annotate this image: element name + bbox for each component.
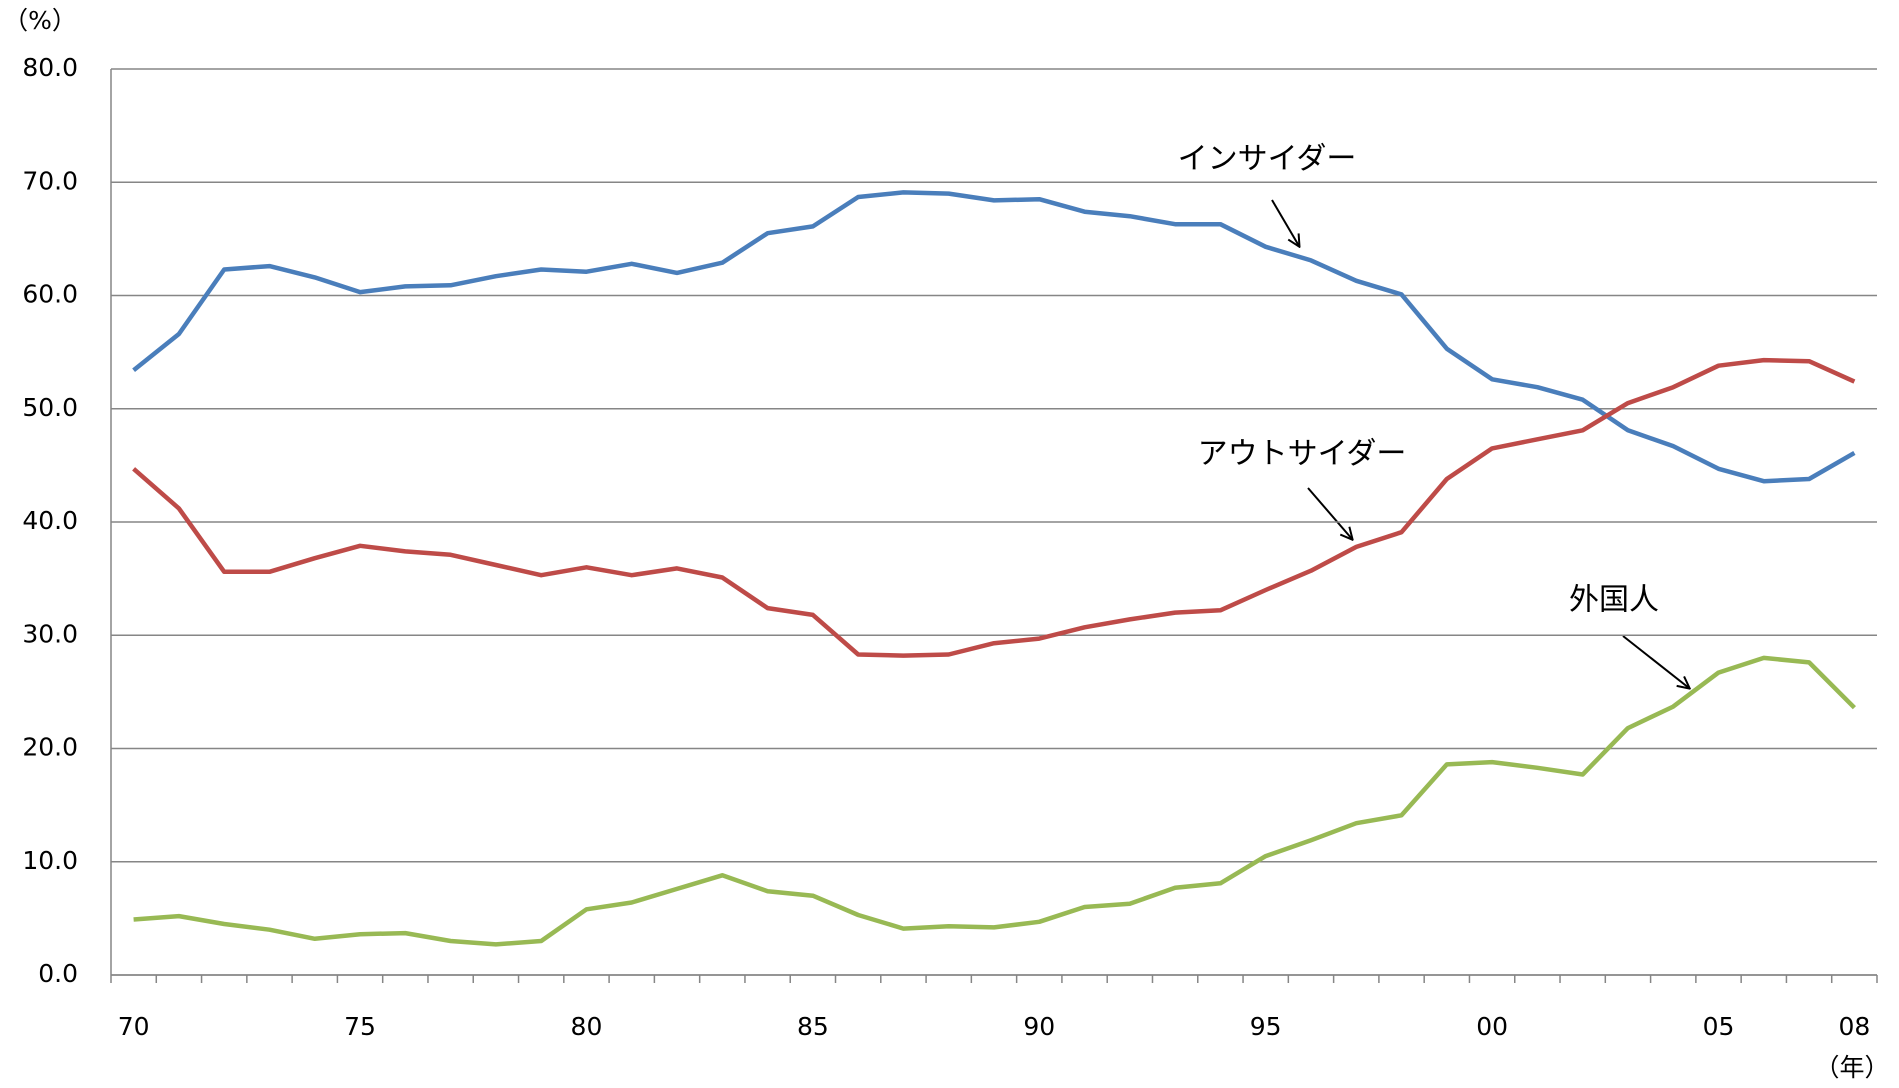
y-tick-label: 80.0 [22,53,78,82]
x-tick-label: 95 [1250,1012,1282,1041]
annotation-arrow [1307,487,1352,539]
y-tick-label: 40.0 [22,506,78,535]
y-tick-label: 70.0 [22,166,78,195]
annotation-arrow [1271,199,1299,246]
y-tick-label: 60.0 [22,280,78,309]
y-tick-label: 50.0 [22,393,78,422]
y-tick-label: 30.0 [22,619,78,648]
x-tick-label: 05 [1703,1012,1735,1041]
x-tick-label: 70 [118,1012,150,1041]
y-tick-label: 10.0 [22,846,78,875]
y-tick-label: 20.0 [22,733,78,762]
line-series [132,190,1856,484]
annotation-arrow [1622,635,1689,688]
series-label: アウトサイダー [1198,437,1407,472]
y-tick-label: 0.0 [38,959,78,988]
x-tick-label: 85 [797,1012,829,1041]
series-label: インサイダー [1178,142,1357,177]
line-series [133,655,1856,947]
y-unit: （%） [3,6,77,35]
x-tick-label: 80 [571,1012,603,1041]
x-tick-label: 08 [1838,1012,1870,1041]
x-tick-label: 75 [344,1012,376,1041]
line-series [132,357,1856,658]
series-label: 外国人 [1569,583,1659,618]
x-tick-label: 90 [1023,1012,1055,1041]
x-tick-label: 00 [1476,1012,1508,1041]
x-unit: （年） [1814,1053,1889,1082]
